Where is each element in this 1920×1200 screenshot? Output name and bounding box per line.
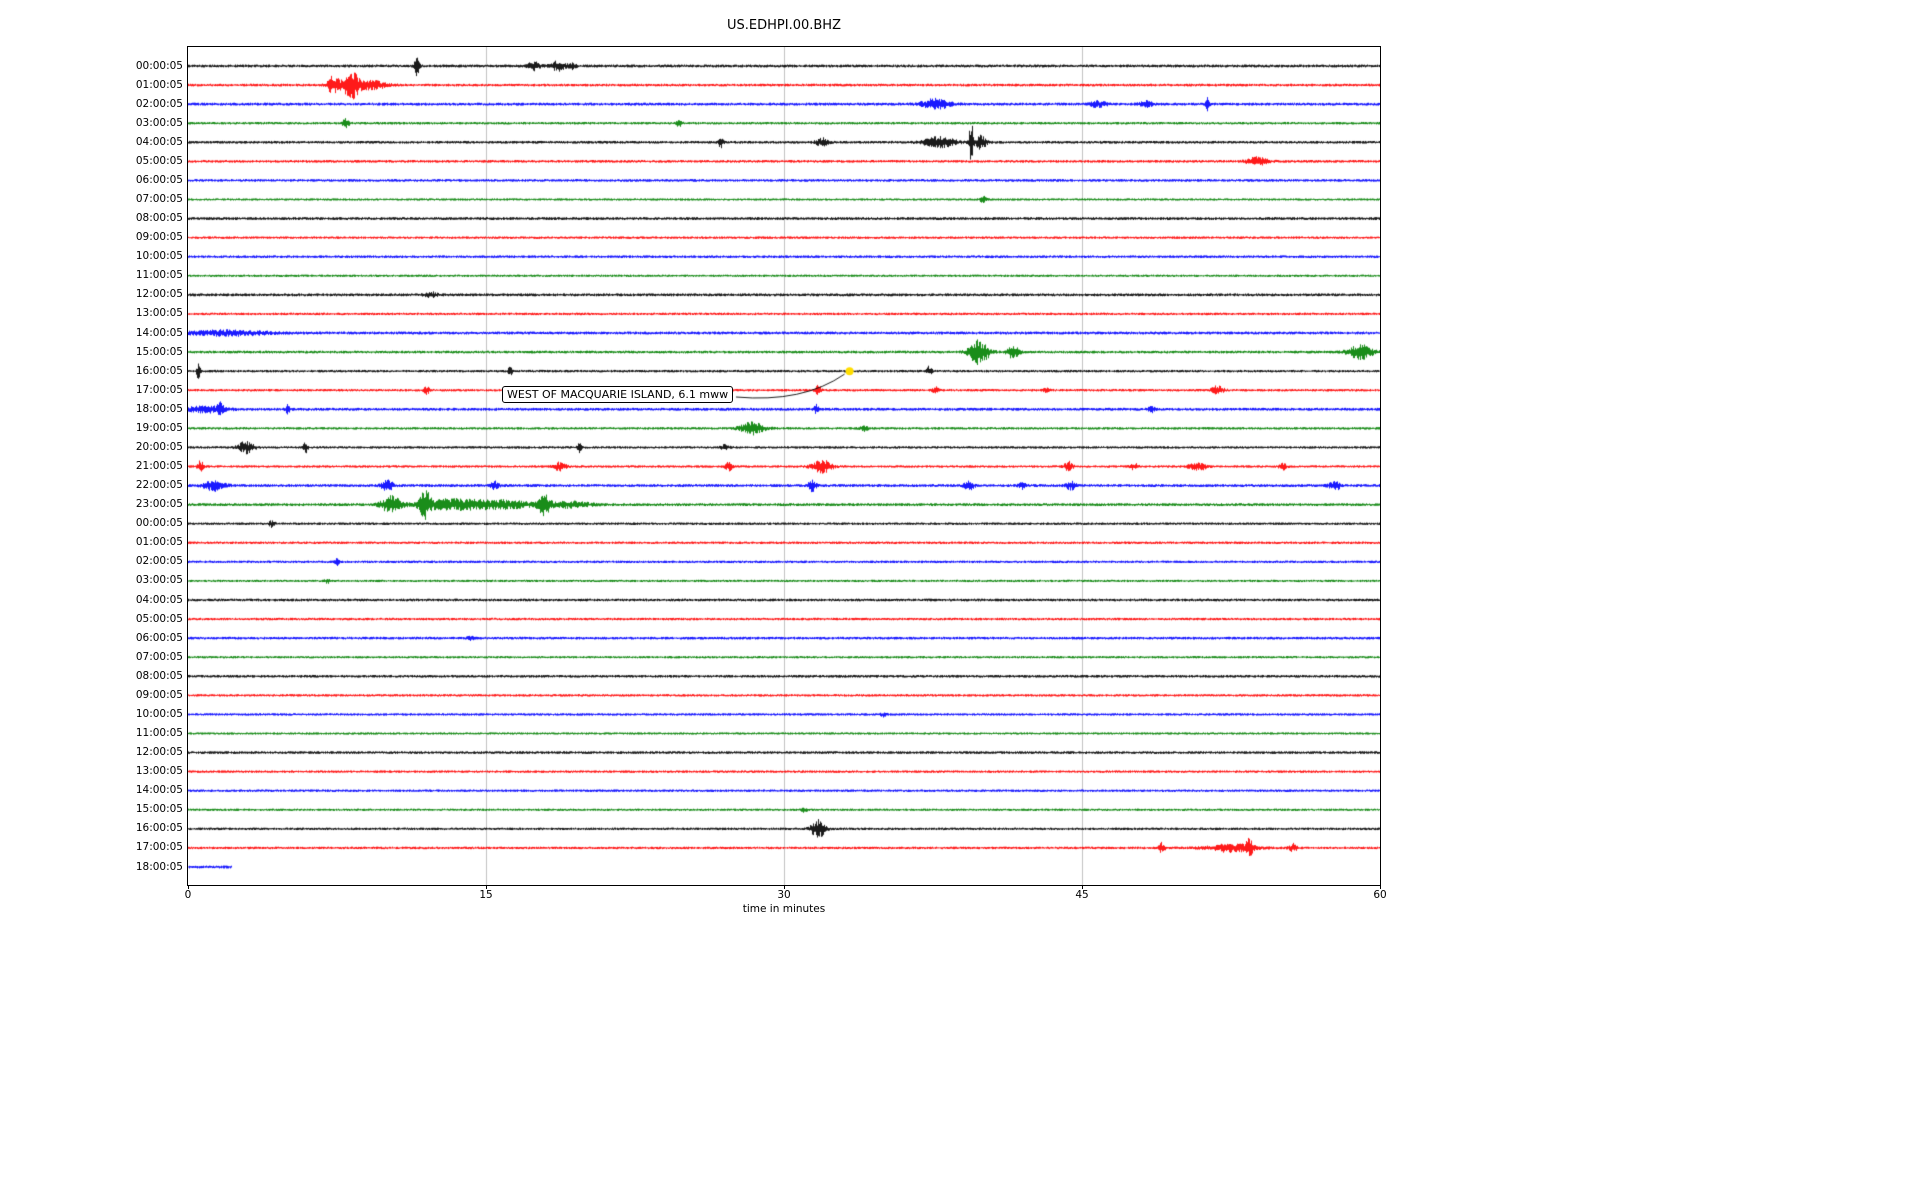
x-tick-label: 45 (1075, 889, 1089, 901)
row-label: 21:00:05 (135, 460, 183, 472)
row-label: 03:00:05 (135, 116, 183, 129)
x-tick-mark (784, 885, 785, 889)
row-label: 13:00:05 (135, 307, 183, 320)
chart-title: US.EDHPI.00.BHZ (727, 18, 841, 33)
row-label: 20:00:05 (135, 440, 183, 453)
row-label: 08:00:05 (135, 669, 183, 682)
row-label: 22:00:05 (135, 479, 183, 492)
x-tick-mark (1082, 885, 1083, 889)
waveform-canvas (188, 47, 1380, 885)
row-label: 19:00:05 (135, 421, 183, 434)
row-label: 15:00:05 (135, 803, 183, 816)
row-label: 01:00:05 (135, 78, 183, 91)
event-annotation-text: WEST OF MACQUARIE ISLAND, 6.1 mww (507, 388, 729, 401)
row-label: 01:00:05 (135, 536, 183, 549)
row-label: 06:00:05 (135, 173, 183, 186)
row-label: 05:00:05 (135, 612, 183, 625)
row-label: 09:00:05 (135, 231, 183, 244)
x-tick-mark (486, 885, 487, 889)
row-label: 16:00:05 (135, 822, 183, 835)
x-tick-label: 60 (1373, 889, 1387, 901)
row-label: 23:00:05 (135, 498, 183, 511)
row-label: 04:00:05 (135, 135, 183, 148)
x-tick-label: 0 (184, 889, 192, 901)
row-label: 18:00:05 (135, 860, 183, 873)
row-label: 03:00:05 (135, 574, 183, 587)
row-label: 11:00:05 (135, 269, 183, 282)
row-label: 14:00:05 (135, 784, 183, 797)
row-label: 18:00:05 (135, 402, 183, 415)
row-label: 10:00:05 (135, 250, 183, 263)
row-label: 09:00:05 (135, 688, 183, 701)
row-label: 13:00:05 (135, 765, 183, 778)
x-tick-label: 30 (777, 889, 791, 901)
row-label: 07:00:05 (135, 650, 183, 663)
row-label: 17:00:05 (135, 383, 183, 396)
row-label: 02:00:05 (135, 555, 183, 568)
row-label: 07:00:05 (135, 193, 183, 205)
row-label: 08:00:05 (135, 212, 183, 225)
event-annotation: WEST OF MACQUARIE ISLAND, 6.1 mww (502, 386, 734, 403)
x-tick-label: 15 (479, 889, 493, 901)
row-label: 05:00:05 (135, 154, 183, 167)
x-tick-mark (188, 885, 189, 889)
row-label: 12:00:05 (135, 288, 183, 301)
row-label: 11:00:05 (135, 727, 183, 739)
x-axis-label: time in minutes (742, 903, 826, 915)
row-label: 17:00:05 (135, 841, 183, 854)
row-label: 00:00:05 (135, 517, 183, 530)
row-label: 15:00:05 (135, 345, 183, 358)
row-label: 12:00:05 (135, 746, 183, 759)
row-label: 04:00:05 (135, 593, 183, 606)
row-label: 14:00:05 (135, 326, 183, 339)
row-label: 06:00:05 (135, 631, 183, 644)
row-label: 02:00:05 (135, 97, 183, 110)
x-tick-mark (1380, 885, 1381, 889)
row-label: 16:00:05 (135, 364, 183, 377)
row-label: 00:00:05 (135, 59, 183, 72)
row-label: 10:00:05 (135, 707, 183, 720)
